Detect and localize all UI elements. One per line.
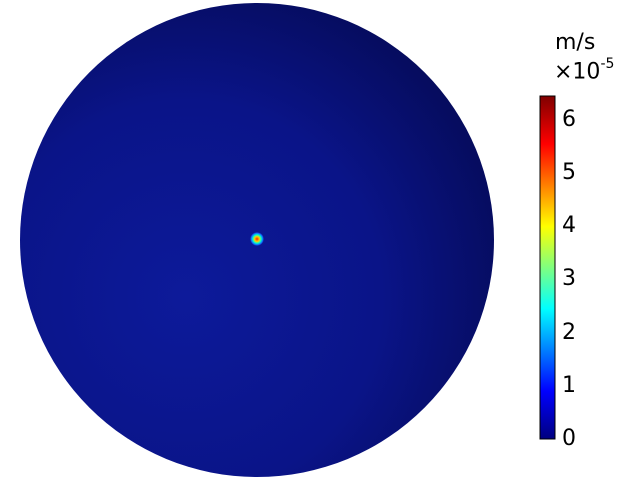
legend-scale-exponent: -5 [600,56,615,72]
legend-scale: ×10-5 [554,56,615,85]
colorbar-tick-label: 6 [562,106,576,132]
colorbar [539,95,556,440]
colorbar-tick-label: 0 [562,426,576,451]
legend-unit: m/s [555,30,596,55]
legend-scale-base: ×10 [554,59,601,85]
colorbar-tick-label: 2 [562,319,576,345]
colorbar-tick-label: 5 [562,160,576,186]
colorbar-tick-label: 4 [562,213,576,239]
colorbar-tick-label: 1 [562,372,576,398]
colorbar-tick-label: 3 [562,266,576,292]
velocity-hotspot [250,232,264,246]
